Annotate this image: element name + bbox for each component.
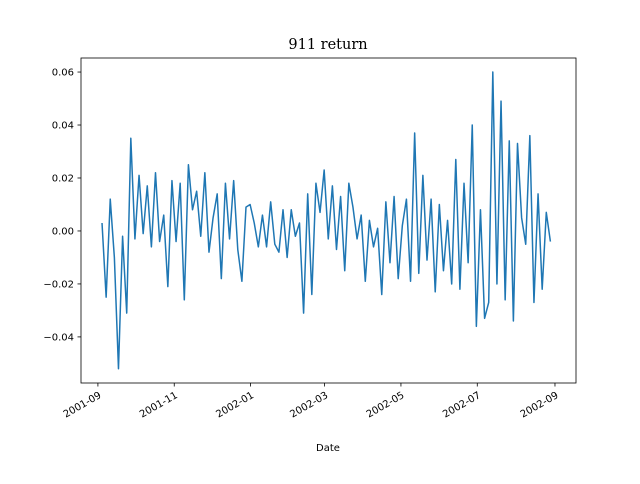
y-tick-label: 0.00 <box>52 226 74 237</box>
x-axis-label: Date <box>316 443 340 454</box>
x-tick-label: 2002-09 <box>519 390 561 420</box>
y-tick-label: 0.04 <box>52 121 74 132</box>
x-tick-label: 2002-05 <box>365 390 407 420</box>
x-tick-label: 2001-09 <box>62 390 104 420</box>
chart-title: 911 return <box>288 37 367 53</box>
x-tick-label: 2001-11 <box>138 390 180 420</box>
y-tick-label: −0.04 <box>43 332 74 343</box>
y-tick-label: 0.02 <box>52 173 74 184</box>
data-line <box>101 71 552 370</box>
x-tick-label: 2002-03 <box>288 390 330 420</box>
y-tick-label: −0.02 <box>43 279 74 290</box>
x-tick-label: 2002-01 <box>214 390 256 420</box>
axes-frame <box>80 57 577 384</box>
x-tick-label: 2002-07 <box>441 390 483 420</box>
y-tick-label: 0.06 <box>52 68 74 79</box>
